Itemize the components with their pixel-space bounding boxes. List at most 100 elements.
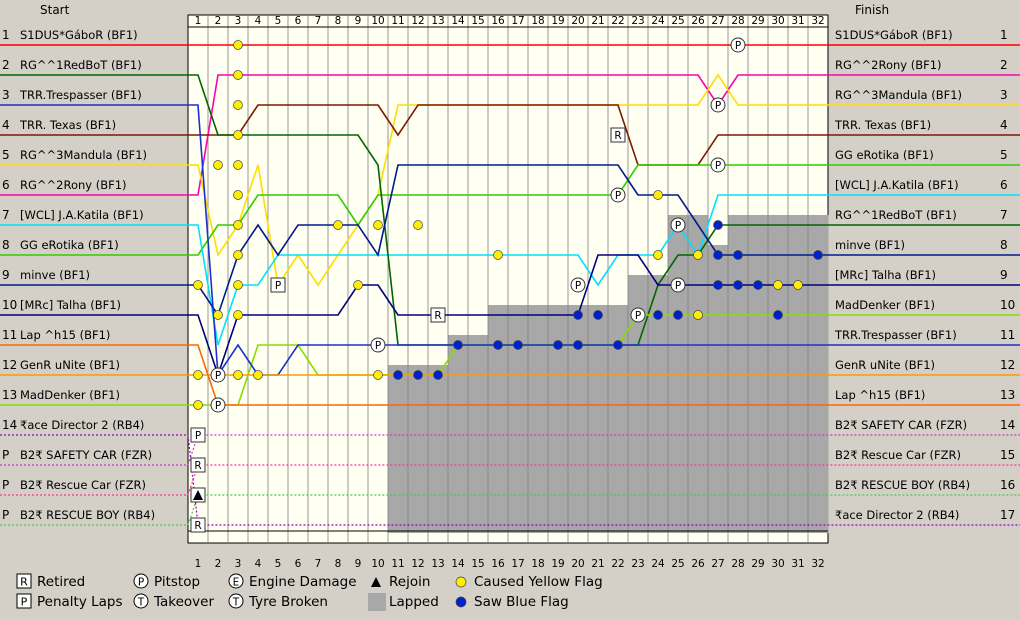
- blue-flag-marker: [513, 340, 523, 350]
- lap-number-top: 20: [571, 15, 584, 27]
- finish-position-number: 1: [1000, 28, 1008, 42]
- yellow-flag-marker: [233, 40, 243, 50]
- yellow-flag-marker: [193, 400, 203, 410]
- rejoin-marker: [193, 490, 203, 500]
- finish-position-number: 13: [1000, 388, 1015, 402]
- lap-number-top: 4: [255, 15, 262, 27]
- blue-flag-marker: [673, 310, 683, 320]
- lap-number-bottom: 29: [751, 558, 764, 570]
- lap-number-top: 17: [511, 15, 524, 27]
- finish-driver-label: B2₹ Rescue Car (FZR): [835, 448, 961, 462]
- retired-marker-letter: R: [614, 130, 621, 142]
- start-position-number: 14: [2, 418, 17, 432]
- start-driver-label: GenR uNite (BF1): [20, 358, 120, 372]
- finish-driver-label: TRR.Trespasser (BF1): [834, 328, 957, 342]
- yellow-flag-marker: [213, 310, 223, 320]
- lap-number-top: 31: [791, 15, 804, 27]
- yellow-flag-marker: [233, 100, 243, 110]
- start-position-number: P: [2, 508, 9, 522]
- lapped-area: [628, 275, 649, 533]
- retired-marker-letter: R: [434, 310, 441, 322]
- legend-label: Retired: [37, 574, 85, 590]
- lap-number-bottom: 18: [531, 558, 544, 570]
- blue-flag-marker: [453, 340, 463, 350]
- finish-position-number: 3: [1000, 88, 1008, 102]
- pitstop-marker: [730, 37, 746, 53]
- lapped-area: [668, 215, 689, 533]
- yellow-flag-marker: [233, 250, 243, 260]
- blue-flag-marker: [553, 340, 563, 350]
- legend-label: Caused Yellow Flag: [474, 574, 603, 590]
- lap-number-top: 3: [235, 15, 242, 27]
- legend-label: Penalty Laps: [37, 594, 123, 610]
- yellow-flag-marker: [193, 280, 203, 290]
- legend-yellow-flag-marker: [455, 576, 467, 588]
- blue-flag-marker: [653, 310, 663, 320]
- legend-circle-symbol: T: [137, 597, 145, 609]
- lap-number-top: 22: [611, 15, 624, 27]
- penalty-marker-letter: P: [275, 280, 281, 292]
- lapped-area: [388, 365, 409, 533]
- driver-line: [0, 194, 1020, 346]
- finish-driver-label: ₹ace Director 2 (RB4): [835, 508, 959, 522]
- lap-number-bottom: 21: [591, 558, 604, 570]
- pitstop-marker-letter: P: [215, 400, 221, 412]
- yellow-flag-marker: [493, 250, 503, 260]
- pitstop-marker-letter: P: [635, 310, 641, 322]
- driver-line: [0, 344, 1020, 406]
- start-driver-label: B2₹ SAFETY CAR (FZR): [20, 448, 152, 462]
- start-position-number: 6: [2, 178, 10, 192]
- start-driver-label: TRR. Texas (BF1): [19, 118, 116, 132]
- yellow-flag-marker: [213, 160, 223, 170]
- lap-number-top: 5: [275, 15, 282, 27]
- pitstop-marker-letter: P: [615, 190, 621, 202]
- lapped-area: [728, 215, 749, 533]
- blue-flag-marker: [713, 280, 723, 290]
- start-driver-label: ₹ace Director 2 (RB4): [20, 418, 144, 432]
- pitstop-marker: [570, 277, 586, 293]
- lapped-area: [608, 305, 629, 533]
- lap-number-top: 6: [295, 15, 302, 27]
- blue-flag-marker: [593, 310, 603, 320]
- finish-driver-label: [WCL] J.A.Katila (BF1): [835, 178, 959, 192]
- lap-number-top: 28: [731, 15, 744, 27]
- blue-flag-marker: [393, 370, 403, 380]
- start-driver-label: RG^^3Mandula (BF1): [20, 148, 147, 162]
- lap-number-top: 10: [371, 15, 384, 27]
- finish-driver-label: minve (BF1): [835, 238, 905, 252]
- legend-label: Rejoin: [389, 574, 430, 590]
- driver-line: [0, 74, 1020, 196]
- yellow-flag-marker: [373, 220, 383, 230]
- lap-number-bottom: 19: [551, 558, 564, 570]
- lap-number-bottom: 16: [491, 558, 505, 570]
- start-driver-label: minve (BF1): [20, 268, 90, 282]
- pitstop-marker: [210, 367, 226, 383]
- legend-blue-flag-marker: [455, 596, 467, 608]
- legend-label: Engine Damage: [249, 574, 357, 590]
- legend-circle-symbol: T: [232, 597, 240, 609]
- lap-number-bottom: 30: [771, 558, 784, 570]
- start-driver-label: RG^^1RedBoT (BF1): [20, 58, 142, 72]
- yellow-flag-marker: [413, 220, 423, 230]
- lap-number-bottom: 4: [255, 558, 262, 570]
- yellow-flag-marker: [233, 370, 243, 380]
- lapped-area: [788, 215, 809, 533]
- finish-driver-label: Lap ^h15 (BF1): [835, 388, 925, 402]
- legend-box-marker: [16, 593, 32, 609]
- lap-number-bottom: 13: [431, 558, 444, 570]
- finish-position-number: 8: [1000, 238, 1008, 252]
- lap-number-top: 19: [551, 15, 564, 27]
- lap-number-top: 21: [591, 15, 604, 27]
- finish-driver-label: B2₹ SAFETY CAR (FZR): [835, 418, 967, 432]
- start-position-number: 1: [2, 28, 10, 42]
- yellow-flag-marker: [333, 220, 343, 230]
- pitstop-marker: [210, 397, 226, 413]
- finish-driver-label: TRR. Texas (BF1): [834, 118, 931, 132]
- lapped-area: [688, 215, 709, 533]
- finish-position-number: 2: [1000, 58, 1008, 72]
- legend-lapped-swatch: [368, 593, 386, 611]
- lap-number-bottom: 20: [571, 558, 584, 570]
- lap-number-bottom: 3: [235, 558, 242, 570]
- finish-position-number: 7: [1000, 208, 1008, 222]
